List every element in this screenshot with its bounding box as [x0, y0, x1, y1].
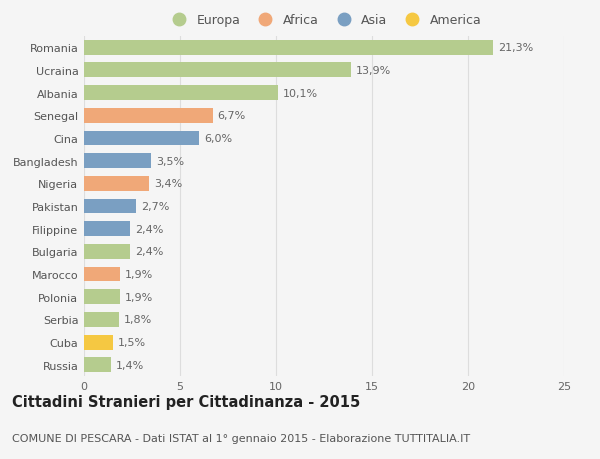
Text: COMUNE DI PESCARA - Dati ISTAT al 1° gennaio 2015 - Elaborazione TUTTITALIA.IT: COMUNE DI PESCARA - Dati ISTAT al 1° gen… [12, 433, 470, 442]
Bar [84, 41, 493, 56]
Text: 6,7%: 6,7% [217, 111, 245, 121]
Text: 10,1%: 10,1% [283, 88, 318, 98]
Bar [84, 63, 351, 78]
Bar [84, 222, 130, 236]
Text: 3,5%: 3,5% [156, 156, 184, 166]
Text: 1,4%: 1,4% [116, 360, 144, 370]
Text: 6,0%: 6,0% [204, 134, 232, 144]
Bar [84, 335, 113, 350]
Bar [84, 358, 111, 372]
Text: 21,3%: 21,3% [498, 43, 533, 53]
Bar [84, 109, 212, 123]
Text: 1,9%: 1,9% [125, 269, 154, 280]
Text: 1,8%: 1,8% [124, 315, 152, 325]
Bar [84, 177, 149, 191]
Text: Cittadini Stranieri per Cittadinanza - 2015: Cittadini Stranieri per Cittadinanza - 2… [12, 394, 360, 409]
Text: 1,5%: 1,5% [118, 337, 146, 347]
Bar [84, 290, 121, 304]
Bar [84, 267, 121, 282]
Text: 13,9%: 13,9% [356, 66, 391, 76]
Text: 2,4%: 2,4% [135, 247, 163, 257]
Text: 1,9%: 1,9% [125, 292, 154, 302]
Bar [84, 313, 119, 327]
Bar [84, 131, 199, 146]
Legend: Europa, Africa, Asia, America: Europa, Africa, Asia, America [166, 14, 482, 27]
Text: 2,7%: 2,7% [140, 202, 169, 212]
Text: 2,4%: 2,4% [135, 224, 163, 234]
Bar [84, 86, 278, 101]
Bar [84, 154, 151, 168]
Bar [84, 245, 130, 259]
Bar [84, 199, 136, 214]
Text: 3,4%: 3,4% [154, 179, 182, 189]
